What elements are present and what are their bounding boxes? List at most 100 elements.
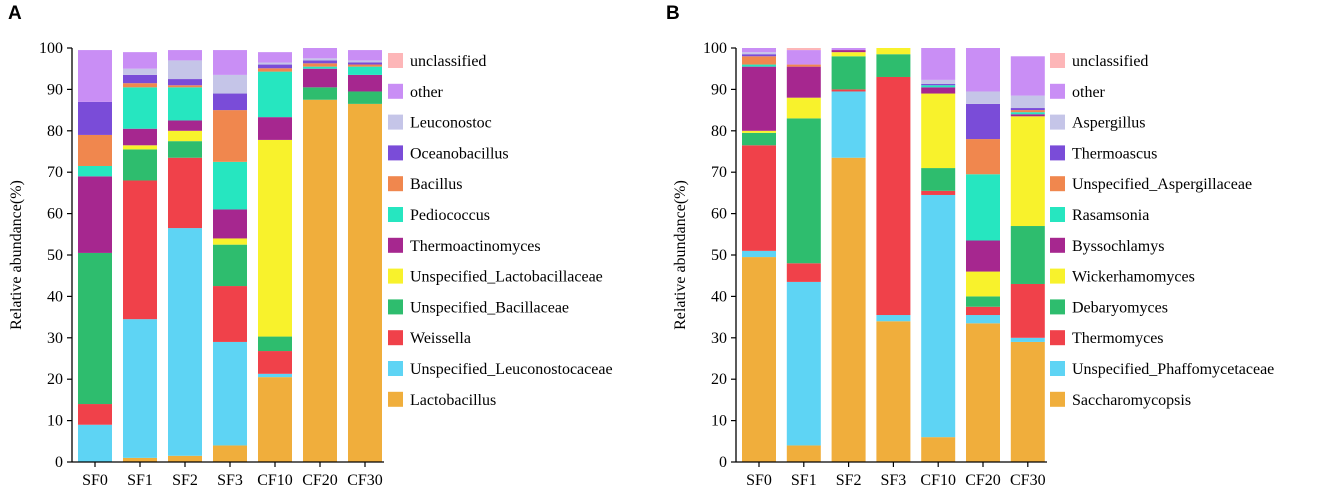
bar-segment-sf3-weissella: [213, 286, 247, 342]
bar-segment-sf1-weissella: [123, 180, 157, 320]
legend-swatch: [388, 145, 403, 161]
x-tick-label: SF2: [172, 472, 198, 489]
bar-segment-sf3-pediococcus: [213, 161, 247, 210]
y-tick-label: 40: [47, 288, 63, 305]
bar-segment-cf20-thermomyces: [966, 306, 1000, 316]
bar-segment-cf20-thermoactinomyces: [303, 68, 337, 88]
bar-segment-cf10-unspecified-bacillaceae: [258, 336, 292, 352]
legend-item-lactobacillus: Lactobacillus: [388, 391, 496, 409]
y-tick-label: 20: [711, 371, 727, 388]
legend-label: Unspecified_Phaffomycetaceae: [1072, 361, 1274, 378]
bar-stack-cf30: [348, 50, 382, 462]
bar-segment-sf0-weissella: [78, 404, 112, 425]
bar-segment-sf3-thermomyces: [876, 76, 911, 316]
x-tick-label: SF2: [836, 472, 862, 489]
y-tick-label: 80: [711, 123, 727, 140]
bar-segment-sf0-bacillus: [78, 134, 112, 166]
bar-stack-cf20: [966, 48, 1000, 462]
bar-segment-sf1-unclassified: [786, 48, 821, 51]
bar-segment-cf20-bacillus: [303, 63, 337, 67]
legend-label: Rasamsonia: [1072, 207, 1149, 224]
legend-swatch: [388, 237, 403, 253]
x-tick-label: CF30: [1010, 472, 1046, 489]
bar-segment-cf10-aspergillus: [921, 79, 956, 85]
bar-segment-cf10-weissella: [258, 351, 292, 374]
bar-segment-sf1-pediococcus: [123, 87, 157, 129]
bar-segment-cf20-unspecified-aspergillaceae: [966, 139, 1000, 175]
legend-swatch: [1050, 330, 1065, 346]
bar-segment-cf30-wickerhamomyces: [1010, 116, 1045, 227]
legend-item-thermoactinomyces: Thermoactinomyces: [388, 237, 541, 255]
legend-item-unspecified-bacillaceae: Unspecified_Bacillaceae: [388, 299, 569, 316]
bar-segment-cf20-rasamsonia: [966, 174, 1000, 241]
bar-segment-sf2-pediococcus: [168, 87, 202, 121]
legend-swatch: [388, 391, 403, 407]
bar-segment-cf30-unspecified-aspergillaceae: [1010, 110, 1045, 113]
bar-stack-sf1: [786, 48, 821, 462]
legend-label: Thermoascus: [1072, 145, 1157, 162]
bar-segment-cf20-leuconostoc: [303, 58, 337, 61]
bar-segment-sf0-wickerhamomyces: [742, 130, 776, 133]
bar-segment-cf10-thermoactinomyces: [258, 117, 292, 140]
legend-label: Bacillus: [410, 176, 462, 193]
bar-segment-cf30-byssochlamys: [1010, 114, 1045, 117]
bar-segment-cf30-unspecified-phaffomycetaceae: [1010, 337, 1045, 342]
y-axis-label: Relative abundance(%): [8, 180, 25, 330]
y-tick-label: 30: [711, 330, 727, 347]
bar-segment-cf30-rasamsonia: [1010, 112, 1045, 115]
legend-swatch: [1050, 145, 1065, 161]
y-axis-label: Relative abundance(%): [672, 180, 689, 330]
bar-segment-cf10-oceanobacillus: [258, 64, 292, 69]
panel-label: A: [8, 3, 22, 24]
legend-label: Debaryomyces: [1072, 299, 1168, 316]
legend-label: Leuconostoc: [410, 115, 492, 132]
bar-segment-cf20-byssochlamys: [966, 240, 1000, 272]
legend-item-bacillus: Bacillus: [388, 176, 462, 193]
bar-segment-sf0-thermoactinomyces: [78, 176, 112, 253]
bar-segment-sf0-thermomyces: [742, 145, 776, 251]
legend-item-unspecified-aspergillaceae: Unspecified_Aspergillaceae: [1050, 176, 1252, 193]
x-tick-label: CF30: [347, 472, 383, 489]
legend-item-thermomyces: Thermomyces: [1050, 330, 1164, 347]
bar-segment-sf2-debaryomyces: [831, 56, 866, 90]
bar-segment-cf10-lactobacillus: [258, 377, 292, 462]
bar-segment-sf1-thermoactinomyces: [123, 128, 157, 146]
bar-segment-cf30-other: [1010, 56, 1045, 96]
bar-segment-sf3-saccharomycopsis: [876, 321, 911, 462]
bar-segment-cf20-aspergillus: [966, 91, 1000, 104]
legend-label: Unspecified_Bacillaceae: [410, 299, 569, 316]
legend-label: Thermomyces: [1072, 330, 1164, 347]
legend-item-other: other: [1050, 83, 1106, 101]
bar-segment-sf1-thermomyces: [786, 263, 821, 282]
bar-segment-sf3-debaryomyces: [876, 54, 911, 77]
bar-segment-cf10-leuconostoc: [258, 62, 292, 65]
bar-segment-cf20-debaryomyces: [966, 296, 1000, 307]
y-tick-label: 30: [47, 330, 63, 347]
bar-segment-sf3-other: [213, 50, 247, 75]
bar-segment-cf10-other: [921, 48, 956, 80]
legend-swatch: [1050, 207, 1065, 222]
x-tick-label: SF3: [881, 472, 907, 489]
bar-stack-cf30: [1010, 56, 1045, 462]
bar-segment-sf0-thermoascus: [742, 54, 776, 57]
bar-segment-cf20-saccharomycopsis: [966, 323, 1000, 462]
legend-label: Byssochlamys: [1072, 238, 1164, 255]
bar-segment-sf1-lactobacillus: [123, 457, 157, 462]
y-tick-label: 50: [47, 247, 63, 264]
x-tick-label: CF20: [302, 472, 338, 489]
bar-segment-sf1-unspecified-aspergillaceae: [786, 64, 821, 67]
bar-segment-sf0-pediococcus: [78, 165, 112, 177]
legend-label: Aspergillus: [1072, 115, 1145, 132]
bar-segment-cf20-lactobacillus: [303, 99, 337, 462]
y-tick-label: 20: [47, 371, 63, 388]
bar-segment-sf0-unspecified-aspergillaceae: [742, 56, 776, 65]
bar-stack-sf0: [742, 48, 776, 462]
legend-item-oceanobacillus: Oceanobacillus: [388, 145, 509, 162]
x-tick-label: CF20: [965, 472, 1001, 489]
legend-swatch: [1050, 53, 1065, 68]
bar-stack-sf2: [831, 48, 866, 462]
bar-segment-sf1-saccharomycopsis: [786, 445, 821, 462]
bar-segment-cf20-other: [966, 48, 1000, 92]
legend-label: Oceanobacillus: [410, 145, 509, 162]
bar-segment-sf3-oceanobacillus: [213, 93, 247, 111]
